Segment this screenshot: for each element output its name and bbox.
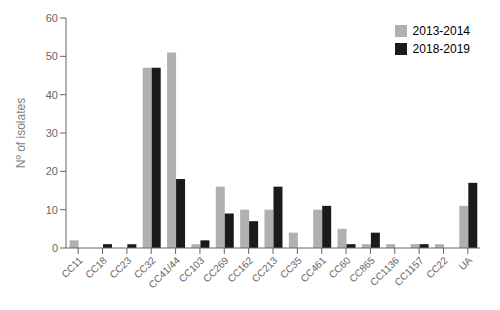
- svg-text:CC1157: CC1157: [392, 254, 426, 288]
- svg-text:CC103: CC103: [177, 254, 207, 284]
- svg-text:60: 60: [46, 12, 58, 24]
- svg-text:0: 0: [52, 242, 58, 254]
- svg-text:CC865: CC865: [347, 254, 377, 285]
- svg-text:CC1136: CC1136: [368, 254, 402, 288]
- svg-text:CC461: CC461: [298, 254, 328, 284]
- svg-text:30: 30: [46, 127, 58, 139]
- svg-text:UA: UA: [457, 254, 475, 272]
- html-text:2013-2014: 2013-2014: [412, 24, 470, 38]
- svg-text:CC213: CC213: [250, 254, 280, 284]
- svg-text:CC162: CC162: [225, 254, 255, 284]
- svg-text:CC60: CC60: [326, 254, 353, 281]
- svg-text:50: 50: [46, 50, 58, 62]
- svg-text:CC32: CC32: [131, 254, 158, 281]
- svg-text:CC22: CC22: [424, 254, 450, 280]
- svg-text:10: 10: [46, 204, 58, 216]
- svg-text:Nº of isolates: Nº of isolates: [14, 98, 28, 168]
- svg-text:CC41/44: CC41/44: [146, 254, 182, 290]
- svg-text:40: 40: [46, 89, 58, 101]
- svg-text:CC18: CC18: [83, 254, 109, 280]
- svg-text:CC11: CC11: [59, 254, 85, 280]
- svg-text:CC35: CC35: [277, 254, 304, 281]
- html-text:2018-2019: 2018-2019: [412, 42, 470, 56]
- svg-text:CC269: CC269: [201, 254, 231, 284]
- svg-text:CC23: CC23: [107, 254, 133, 280]
- svg-text:20: 20: [46, 165, 58, 177]
